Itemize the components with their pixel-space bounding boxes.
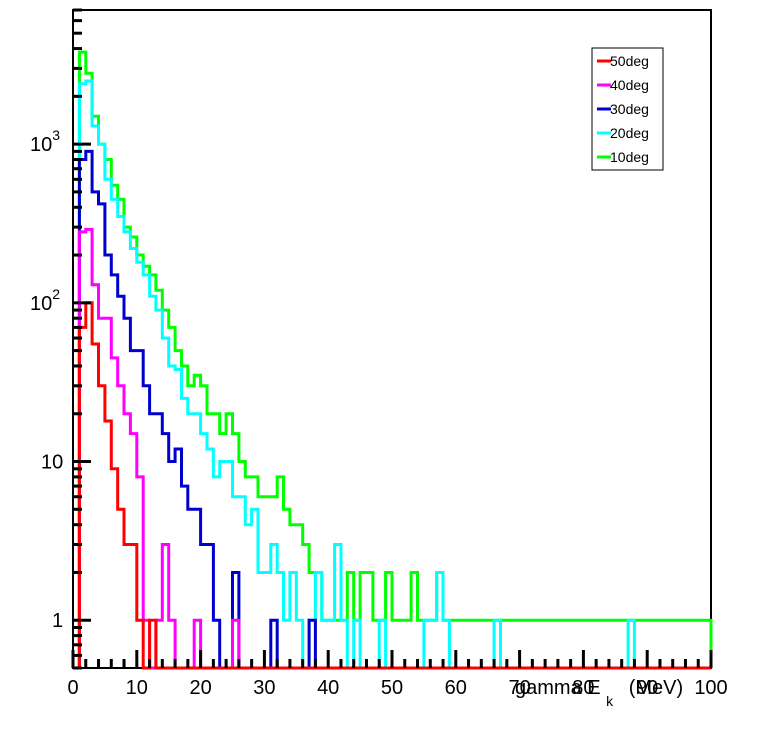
x-tick-label: 30 — [253, 677, 275, 699]
legend-label-50deg: 50deg — [610, 53, 649, 69]
ticks-layer — [71, 8, 713, 670]
x-tick-label: 60 — [445, 677, 467, 699]
legend: 50deg 40deg 30deg 20deg 10deg — [591, 47, 664, 171]
x-tick-label: 40 — [317, 677, 339, 699]
x-tick-label: 70 — [508, 677, 530, 699]
y-tick-label: 103 — [30, 127, 60, 156]
x-tick-labels: 0 10 20 30 40 50 60 70 80 90 100 — [67, 677, 727, 699]
y-tick-label: 102 — [30, 286, 60, 315]
x-axis-title-main: gamma E — [515, 677, 601, 699]
x-axis-title: gamma E k (MeV) — [515, 677, 683, 711]
x-tick-label: 10 — [126, 677, 148, 699]
x-tick-label: 80 — [572, 677, 594, 699]
y-tick-label: 10 — [41, 452, 63, 474]
y-tick-label: 1 — [52, 610, 63, 632]
x-tick-label: 20 — [189, 677, 211, 699]
y-tick-labels: 1 10 102 103 — [30, 127, 63, 632]
legend-label-20deg: 20deg — [610, 125, 649, 141]
legend-label-30deg: 30deg — [610, 101, 649, 117]
legend-label-40deg: 40deg — [610, 77, 649, 93]
x-tick-label: 100 — [694, 677, 727, 699]
x-tick-label: 50 — [381, 677, 403, 699]
x-axis-title-sub: k — [606, 693, 614, 709]
legend-label-10deg: 10deg — [610, 149, 649, 165]
x-tick-label: 90 — [636, 677, 658, 699]
x-tick-label: 0 — [67, 677, 78, 699]
x-axis-title-unit: (MeV) — [629, 677, 683, 699]
